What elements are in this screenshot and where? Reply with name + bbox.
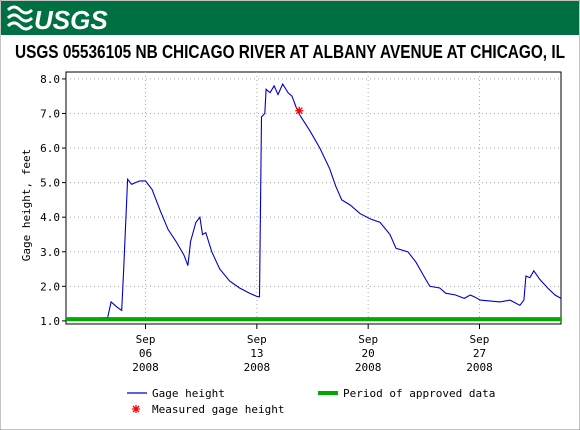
- plot-area: [65, 71, 562, 325]
- measured-point: [295, 106, 304, 115]
- x-tick-label: Sep: [247, 333, 267, 346]
- legend-label: Period of approved data: [343, 387, 495, 400]
- x-tick-label: 06: [139, 347, 152, 360]
- x-tick-label: 2008: [132, 361, 159, 374]
- x-tick-label: 20: [362, 347, 375, 360]
- x-tick-label: 13: [250, 347, 263, 360]
- x-tick-label: 27: [473, 347, 486, 360]
- x-tick-label: Sep: [136, 333, 156, 346]
- y-tick-label: 8.0: [40, 73, 60, 86]
- legend-label: Measured gage height: [152, 403, 284, 416]
- x-tick-label: 2008: [466, 361, 493, 374]
- series-line: [66, 82, 562, 319]
- y-tick-label: 6.0: [40, 142, 60, 155]
- y-tick-label: 7.0: [40, 107, 60, 120]
- legend-label: Gage height: [152, 387, 225, 400]
- y-tick-label: 1.0: [40, 315, 60, 328]
- logo: USGS: [34, 5, 108, 35]
- y-tick-label: 2.0: [40, 280, 60, 293]
- chart-title: USGS 05536105 NB CHICAGO RIVER AT ALBANY…: [15, 42, 565, 62]
- header-bar: [1, 1, 579, 35]
- y-tick-label: 5.0: [40, 177, 60, 190]
- x-tick-label: 2008: [244, 361, 271, 374]
- x-tick-label: 2008: [355, 361, 382, 374]
- logo-waves: [6, 5, 34, 31]
- y-tick-label: 4.0: [40, 211, 60, 224]
- x-tick-label: Sep: [470, 333, 490, 346]
- y-axis-label: Gage height, feet: [20, 149, 33, 262]
- x-tick-label: Sep: [358, 333, 378, 346]
- legend-symbol: [132, 405, 140, 413]
- y-tick-label: 3.0: [40, 246, 60, 259]
